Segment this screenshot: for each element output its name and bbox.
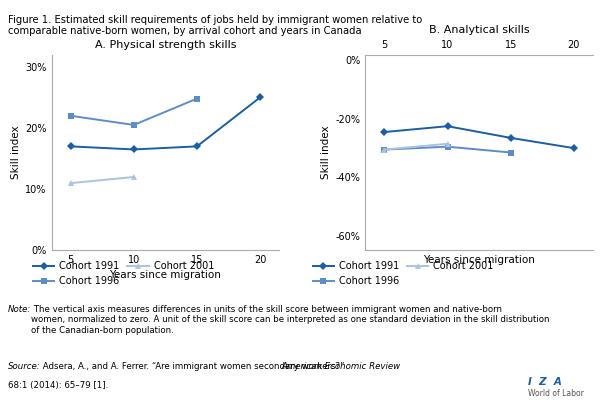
- Title: A. Physical strength skills: A. Physical strength skills: [95, 40, 236, 50]
- Text: World of Labor: World of Labor: [528, 389, 584, 398]
- Legend: Cohort 1991, Cohort 1996, Cohort 2001: Cohort 1991, Cohort 1996, Cohort 2001: [309, 257, 497, 290]
- Title: B. Analytical skills: B. Analytical skills: [429, 25, 530, 35]
- Y-axis label: Skill index: Skill index: [11, 126, 21, 179]
- Text: Adsera, A., and A. Ferrer. “Are immigrant women secondary workers?”: Adsera, A., and A. Ferrer. “Are immigran…: [40, 362, 347, 370]
- Text: American Economic Review: American Economic Review: [282, 362, 401, 370]
- X-axis label: Years since migration: Years since migration: [423, 255, 535, 265]
- Text: Figure 1. Estimated skill requirements of jobs held by immigrant women relative : Figure 1. Estimated skill requirements o…: [8, 15, 422, 25]
- Y-axis label: Skill index: Skill index: [322, 126, 331, 179]
- Text: comparable native-born women, by arrival cohort and years in Canada: comparable native-born women, by arrival…: [8, 26, 362, 36]
- Text: Note:: Note:: [8, 305, 31, 314]
- Text: The vertical axis measures differences in units of the skill score between immig: The vertical axis measures differences i…: [31, 305, 550, 335]
- X-axis label: Years since migration: Years since migration: [109, 269, 221, 280]
- Text: Source:: Source:: [8, 362, 41, 370]
- Legend: Cohort 1991, Cohort 1996, Cohort 2001: Cohort 1991, Cohort 1996, Cohort 2001: [29, 257, 218, 290]
- Text: I  Z  A: I Z A: [528, 377, 562, 387]
- Text: 68:1 (2014): 65–79 [1].: 68:1 (2014): 65–79 [1].: [8, 381, 108, 390]
